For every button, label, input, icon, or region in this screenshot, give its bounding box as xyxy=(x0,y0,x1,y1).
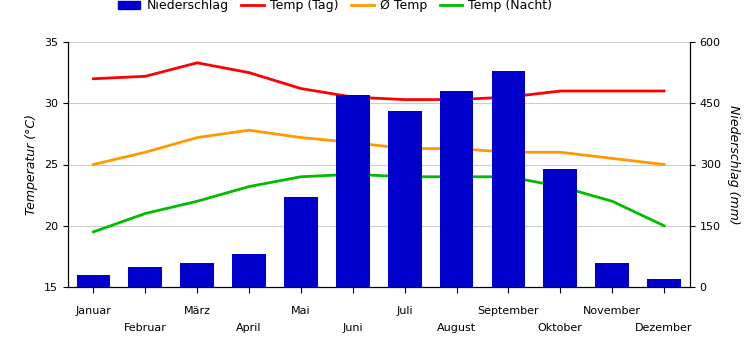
Text: Februar: Februar xyxy=(124,323,166,333)
Bar xyxy=(491,71,525,287)
Text: Juni: Juni xyxy=(343,323,363,333)
Bar xyxy=(647,279,681,287)
Y-axis label: Niederschlag (mm): Niederschlag (mm) xyxy=(728,105,740,224)
Y-axis label: Temperatur (°C): Temperatur (°C) xyxy=(25,114,38,215)
Bar xyxy=(336,95,370,287)
Bar xyxy=(180,262,214,287)
Text: April: April xyxy=(236,323,262,333)
Text: Juli: Juli xyxy=(396,307,413,316)
Text: Januar: Januar xyxy=(76,307,111,316)
Legend: Niederschlag, Temp (Tag), Ø Temp, Temp (Nacht): Niederschlag, Temp (Tag), Ø Temp, Temp (… xyxy=(113,0,557,18)
Text: Mai: Mai xyxy=(291,307,310,316)
Text: Dezember: Dezember xyxy=(635,323,693,333)
Bar xyxy=(284,197,318,287)
Text: November: November xyxy=(584,307,641,316)
Text: Oktober: Oktober xyxy=(538,323,583,333)
Bar xyxy=(596,262,629,287)
Bar xyxy=(76,275,110,287)
Bar xyxy=(128,267,162,287)
Bar xyxy=(388,111,422,287)
Text: September: September xyxy=(478,307,539,316)
Bar xyxy=(440,91,473,287)
Bar xyxy=(232,254,266,287)
Bar xyxy=(544,169,578,287)
Text: August: August xyxy=(437,323,476,333)
Text: März: März xyxy=(184,307,211,316)
